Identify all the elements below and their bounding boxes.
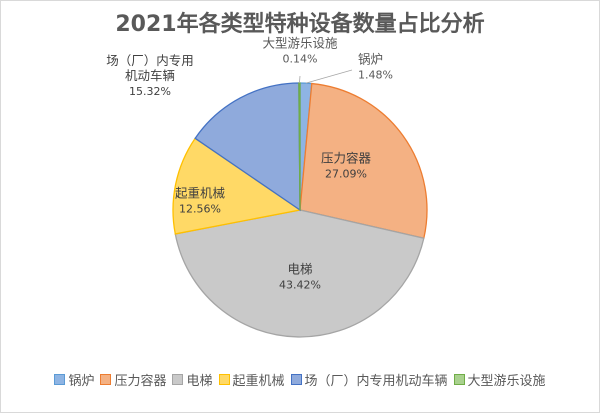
pct-label-0: 1.48%: [358, 69, 393, 82]
pct-label-3: 12.56%: [179, 203, 221, 216]
name-label-5: 大型游乐设施: [262, 36, 338, 51]
legend-item-0: 锅炉: [54, 370, 94, 389]
name-label-4: 机动车辆: [125, 68, 175, 83]
legend-label-0: 锅炉: [68, 374, 95, 389]
legend-label-5: 大型游乐设施: [467, 374, 546, 389]
chart-legend: 锅炉 压力容器 电梯 起重机械 场（厂）内专用机动车辆 大型游乐设施: [0, 370, 600, 389]
legend-item-4: 场（厂）内专用机动车辆: [290, 370, 448, 389]
pie-slice-1: [299, 82, 428, 240]
legend-item-3: 起重机械: [218, 370, 285, 389]
legend-item-2: 电梯: [172, 370, 213, 389]
legend-item-5: 大型游乐设施: [453, 370, 546, 389]
pie-slice-2: [174, 209, 425, 338]
legend-swatch-5: [453, 374, 465, 385]
data-label-5: 大型游乐设施 0.14%: [262, 36, 338, 66]
legend-label-4: 场（厂）内专用机动车辆: [304, 374, 448, 389]
name-label-1: 压力容器: [321, 151, 372, 166]
pct-label-5: 0.14%: [283, 53, 318, 66]
data-label-2: 电梯 43.42%: [279, 262, 321, 292]
data-label-4: 场（厂）内专用机动车辆 15.32%: [106, 53, 194, 98]
leader-line-0: [305, 69, 353, 84]
legend-swatch-1: [100, 374, 112, 385]
name-label-4: 场（厂）内专用: [106, 53, 194, 68]
legend-item-1: 压力容器: [100, 370, 166, 389]
name-label-3: 起重机械: [175, 186, 226, 201]
pct-label-4: 15.32%: [129, 85, 171, 98]
leader-line-5: [299, 75, 301, 84]
legend-label-3: 起重机械: [232, 374, 285, 389]
pie-slice-3: [172, 137, 302, 235]
legend-swatch-3: [218, 374, 230, 385]
pie-slice-4: [194, 82, 301, 212]
legend-swatch-4: [290, 374, 302, 385]
legend-label-2: 电梯: [186, 374, 213, 389]
pct-label-1: 27.09%: [325, 168, 367, 181]
data-label-1: 压力容器 27.09%: [321, 151, 372, 181]
pct-label-2: 43.42%: [279, 279, 321, 292]
name-label-0: 锅炉: [358, 52, 383, 67]
name-label-2: 电梯: [287, 262, 312, 277]
legend-swatch-2: [172, 374, 184, 385]
legend-swatch-0: [54, 374, 66, 385]
data-label-0: 锅炉 1.48%: [358, 52, 393, 82]
legend-label-1: 压力容器: [114, 374, 167, 389]
chart-title: 2021年各类型特种设备数量占比分析: [115, 12, 485, 37]
data-label-3: 起重机械 12.56%: [175, 186, 226, 216]
